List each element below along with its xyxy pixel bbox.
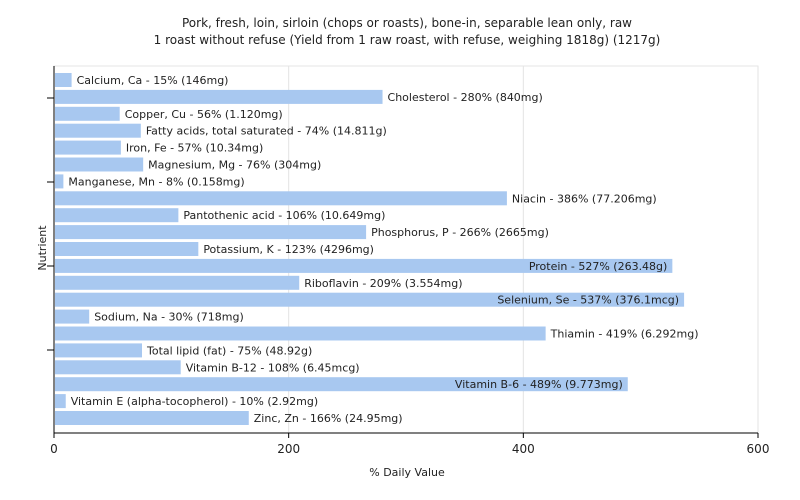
bar-14 [55, 309, 90, 324]
bar-label-14: Sodium, Na - 30% (718mg) [94, 311, 244, 324]
bar-label-7: Niacin - 386% (77.206mg) [512, 192, 657, 205]
bar-label-12: Riboflavin - 209% (3.554mg) [304, 277, 462, 290]
chart-title: Pork, fresh, loin, sirloin (chops or roa… [182, 16, 632, 30]
bar-label-1: Cholesterol - 280% (840mg) [388, 91, 543, 104]
bar-7 [55, 191, 507, 206]
bar-label-15: Thiamin - 419% (6.292mg) [550, 328, 699, 341]
x-tick-label-3: 600 [747, 442, 770, 456]
bar-label-18: Vitamin B-6 - 489% (9.773mg) [455, 378, 623, 391]
x-tick-label-2: 400 [512, 442, 535, 456]
bar-4 [55, 140, 121, 155]
bar-13 [55, 292, 685, 307]
bar-label-13: Selenium, Se - 537% (376.1mcg) [497, 294, 679, 307]
bar-label-6: Manganese, Mn - 8% (0.158mg) [68, 175, 244, 188]
bar-9 [55, 225, 367, 240]
bar-2 [55, 106, 120, 121]
bar-label-4: Iron, Fe - 57% (10.34mg) [126, 142, 263, 155]
x-tick-label-0: 0 [50, 442, 58, 456]
bar-16 [55, 343, 142, 358]
bar-label-0: Calcium, Ca - 15% (146mg) [77, 74, 229, 87]
bar-17 [55, 360, 181, 375]
bar-19 [55, 394, 66, 409]
y-axis-title: Nutrient [36, 225, 49, 271]
bar-0 [55, 73, 72, 87]
axes: 0 200 400 600 [47, 66, 769, 456]
bar-6 [55, 174, 64, 189]
bar-label-8: Pantothenic acid - 106% (10.649mg) [183, 209, 385, 222]
bar-label-9: Phosphorus, P - 266% (2665mg) [371, 226, 549, 239]
bar-label-5: Magnesium, Mg - 76% (304mg) [148, 159, 321, 172]
bar-8 [55, 208, 179, 223]
bar-15 [55, 326, 546, 341]
bar-labels: Calcium, Ca - 15% (146mg) Cholesterol - 2… [68, 74, 698, 425]
bar-label-3: Fatty acids, total saturated - 74% (14.8… [146, 125, 387, 138]
bar-11 [55, 258, 673, 273]
bar-18 [55, 377, 628, 392]
bar-label-17: Vitamin B-12 - 108% (6.45mcg) [186, 361, 360, 374]
bar-20 [55, 411, 249, 425]
bar-3 [55, 123, 141, 138]
bar-label-19: Vitamin E (alpha-tocopherol) - 10% (2.92… [71, 395, 318, 408]
bar-1 [55, 89, 383, 104]
x-tick-label-1: 200 [277, 442, 300, 456]
chart-subtitle: 1 roast without refuse (Yield from 1 raw… [154, 33, 661, 47]
x-axis-title: % Daily Value [369, 466, 445, 479]
bar-5 [55, 157, 144, 172]
bar-12 [55, 275, 300, 290]
bar-label-11: Protein - 527% (263.48g) [529, 260, 668, 273]
bar-label-20: Zinc, Zn - 166% (24.95mg) [254, 412, 403, 425]
bar-label-2: Copper, Cu - 56% (1.120mg) [125, 108, 283, 121]
bar-label-10: Potassium, K - 123% (4296mg) [203, 243, 374, 256]
bar-label-16: Total lipid (fat) - 75% (48.92g) [146, 344, 312, 357]
bars [55, 73, 685, 425]
bar-10 [55, 242, 199, 256]
